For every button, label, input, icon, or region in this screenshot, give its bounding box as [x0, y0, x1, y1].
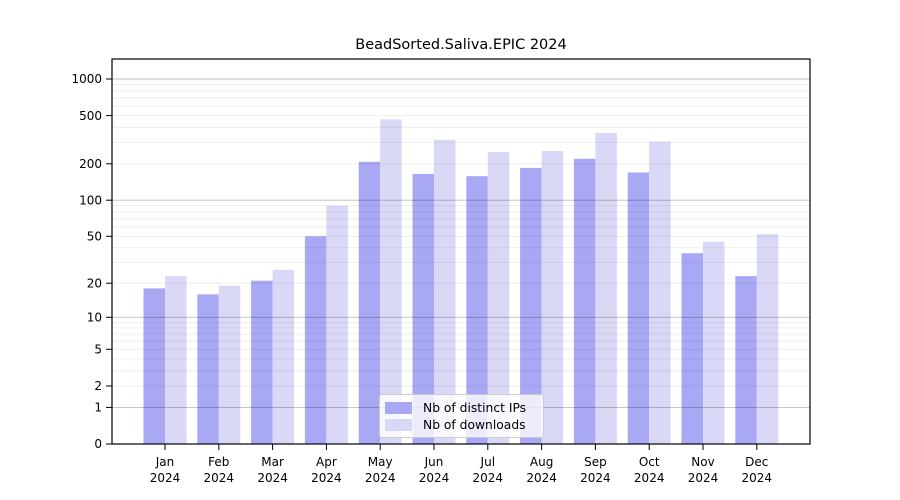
y-tick-label: 20	[87, 276, 102, 290]
y-tick-label: 500	[79, 109, 102, 123]
bar-downloads-nov	[703, 241, 725, 444]
bar-ips-nov	[681, 253, 703, 444]
chart-title: BeadSorted.Saliva.EPIC 2024	[355, 37, 567, 53]
bar-ips-oct	[627, 172, 650, 444]
x-tick-label-month: Jan	[155, 455, 175, 469]
bar-ips-mar	[251, 280, 273, 444]
y-tick-label: 200	[79, 157, 102, 171]
y-tick-label: 1	[94, 401, 102, 415]
x-tick-label-month: May	[368, 455, 393, 469]
y-tick-label: 100	[79, 193, 102, 207]
x-tick-label-year: 2024	[311, 471, 342, 485]
bar-ips-sep	[573, 158, 596, 445]
bar-downloads-aug	[541, 151, 564, 444]
x-tick-label-month: Oct	[639, 455, 660, 469]
x-tick-label-year: 2024	[688, 471, 719, 485]
x-tick-label-month: Aug	[530, 455, 553, 469]
x-tick-label-year: 2024	[742, 471, 773, 485]
x-tick-label-year: 2024	[204, 471, 235, 485]
x-tick-label-year: 2024	[365, 471, 396, 485]
x-tick-label-year: 2024	[580, 471, 611, 485]
x-tick-label-month: Feb	[208, 455, 229, 469]
plot-frame	[111, 58, 811, 445]
y-tick-label: 10	[87, 311, 102, 325]
bar-downloads-jul	[487, 152, 510, 444]
legend: Nb of distinct IPs Nb of downloads	[379, 394, 544, 438]
legend-label-downloads: Nb of downloads	[423, 417, 526, 432]
y-tick-label: 1000	[71, 72, 102, 86]
x-tick-label-month: Apr	[316, 455, 337, 469]
legend-swatch-downloads	[385, 418, 412, 431]
bar-ips-aug	[520, 167, 542, 444]
bar-downloads-sep	[595, 132, 617, 444]
bar-downloads-mar	[272, 269, 295, 444]
y-tick-label: 0	[94, 437, 102, 451]
x-tick-label-month: Mar	[261, 455, 284, 469]
bar-downloads-dec	[756, 234, 779, 444]
bar-ips-may	[358, 161, 381, 445]
bar-ips-jul	[466, 176, 488, 444]
x-tick-label-month: Nov	[691, 455, 714, 469]
x-tick-label-month: Sep	[584, 455, 607, 469]
x-tick-label-month: Jun	[424, 455, 444, 469]
bar-downloads-may	[380, 119, 402, 445]
bar-downloads-jan	[165, 276, 187, 444]
bar-ips-jan	[143, 288, 165, 444]
bar-ips-apr	[304, 236, 327, 444]
legend-entry-distinct-ips: Nb of distinct IPs	[385, 401, 538, 415]
x-tick-label-year: 2024	[473, 471, 504, 485]
bar-ips-dec	[735, 276, 757, 444]
bar-ips-feb	[197, 294, 219, 444]
x-tick-label-year: 2024	[150, 471, 181, 485]
bar-downloads-jun	[434, 139, 456, 444]
y-tick-label: 5	[94, 343, 102, 357]
legend-label-distinct-ips: Nb of distinct IPs	[423, 400, 527, 415]
x-tick-label-year: 2024	[634, 471, 665, 485]
legend-entry-downloads: Nb of downloads	[385, 418, 538, 432]
y-tick-label: 2	[94, 379, 102, 393]
legend-swatch-distinct-ips	[385, 401, 412, 414]
y-tick-label: 50	[87, 230, 102, 244]
bar-downloads-oct	[649, 141, 671, 444]
bar-ips-jun	[412, 173, 434, 444]
x-tick-label-year: 2024	[419, 471, 450, 485]
x-tick-label-year: 2024	[257, 471, 288, 485]
bar-downloads-apr	[326, 205, 348, 444]
bar-downloads-feb	[218, 285, 241, 444]
x-tick-label-year: 2024	[526, 471, 557, 485]
x-tick-label-month: Dec	[745, 455, 768, 469]
x-tick-label-month: Jul	[480, 455, 495, 469]
